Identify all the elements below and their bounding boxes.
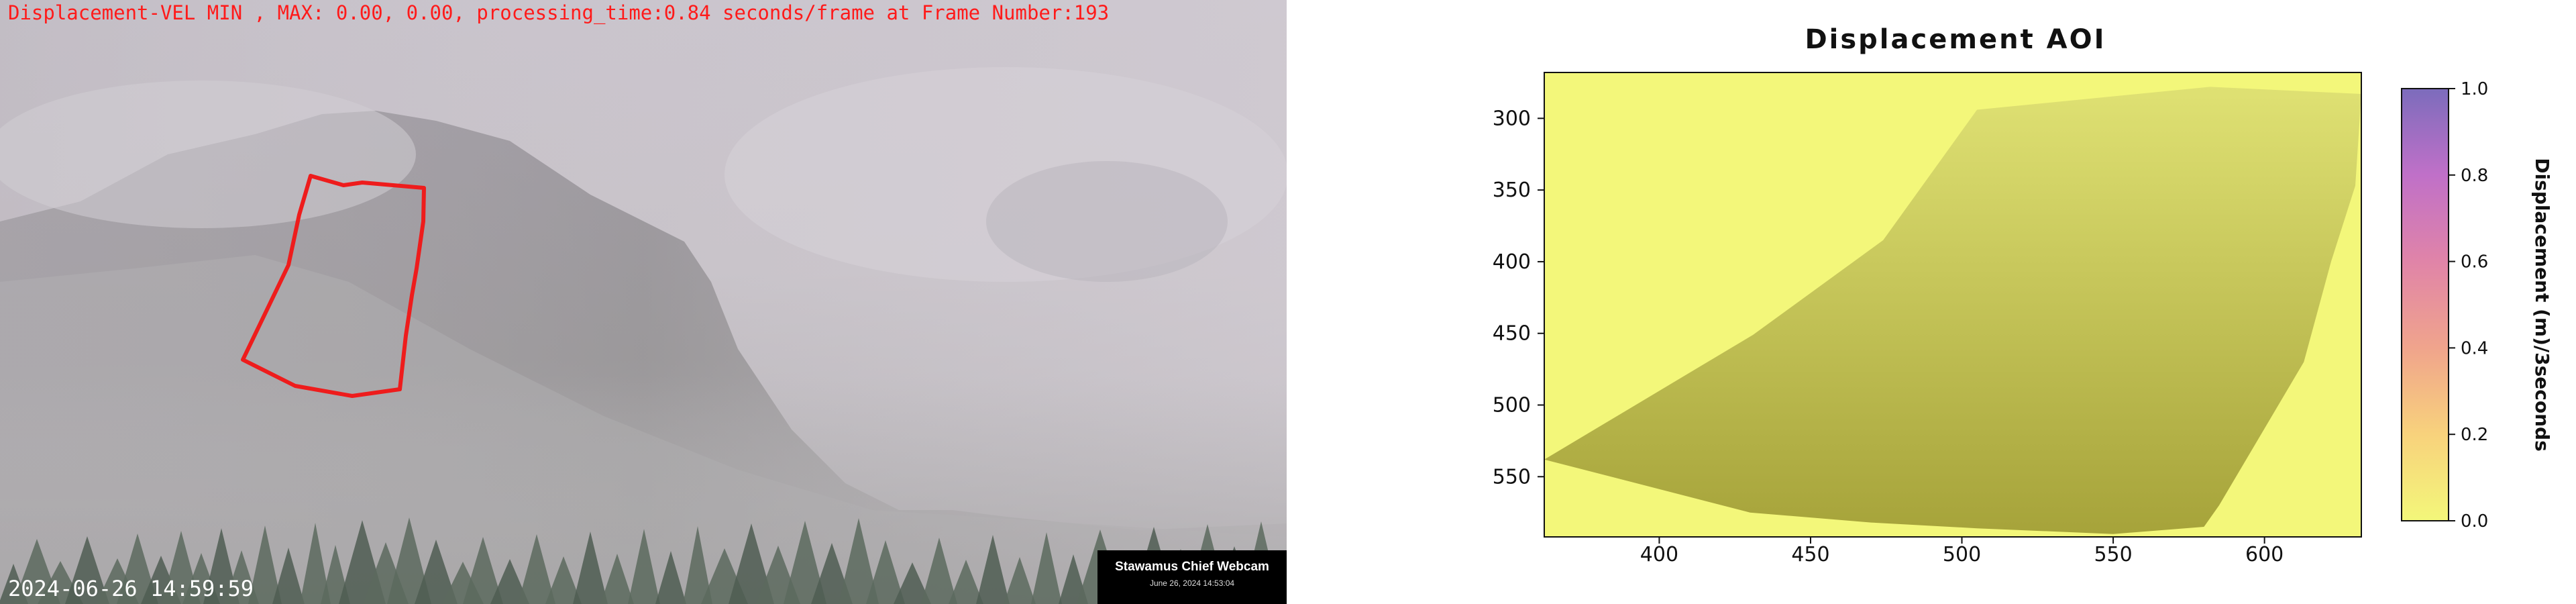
plot-frame (1544, 72, 2362, 538)
tree (1004, 557, 1036, 604)
tree (463, 537, 503, 604)
colorbar-tick-label: 0.0 (2461, 511, 2488, 532)
tree (1031, 532, 1062, 604)
chart-title: Displacement AOI (1805, 24, 2106, 55)
colorbar-tick-label: 0.2 (2461, 425, 2488, 445)
tree (683, 526, 712, 604)
colorbar-tick-label: 0.8 (2461, 166, 2488, 186)
webcam-badge-date: June 26, 2024 14:53:04 (1149, 578, 1235, 588)
tree (729, 523, 774, 604)
colorbar: 0.0 0.2 0.4 0.6 0.8 1.0 Displacement (m)/3seco… (2401, 79, 2553, 532)
tree (866, 540, 905, 604)
webcam-badge-title: Stawamus Chief Webcam (1115, 560, 1269, 574)
y-tick-label: 450 (1493, 322, 1531, 346)
tree (921, 538, 957, 604)
y-tick-label: 550 (1493, 465, 1531, 489)
tree (117, 534, 158, 604)
plot-area: 400 450 500 550 600 300 350 400 450 500 550 (1493, 72, 2362, 566)
y-tick-label: 400 (1493, 250, 1531, 274)
tree (224, 550, 259, 604)
x-tick-label: 550 (2094, 543, 2132, 566)
displacement-chart: Displacement AOI 400 450 500 550 600 300 350 40… (1409, 0, 2576, 604)
y-tick-label: 500 (1493, 394, 1531, 417)
tree (415, 540, 458, 604)
processing-status-text: Displacement-VEL MIN , MAX: 0.00, 0.00, … (8, 1, 1110, 24)
displacement-chart-svg: Displacement AOI 400 450 500 550 60030035040… (1493, 24, 2553, 566)
colorbar-label: Displacement (m)/3seconds (2531, 158, 2553, 451)
tree (573, 532, 608, 604)
aoi-outline (241, 174, 426, 398)
tree (655, 551, 686, 604)
y-tick-label: 300 (1493, 107, 1531, 130)
tree (949, 560, 983, 604)
tree (518, 534, 555, 604)
x-tick-label: 500 (1943, 543, 1981, 566)
colorbar-gradient (2401, 88, 2449, 521)
tree (976, 535, 1010, 604)
colorbar-tick-label: 0.6 (2461, 252, 2488, 272)
x-tick-label: 450 (1791, 543, 1829, 566)
colorbar-tick-label: 0.4 (2461, 338, 2488, 358)
tree (628, 529, 660, 604)
webcam-panel: Displacement-VEL MIN , MAX: 0.00, 0.00, … (0, 0, 1287, 604)
colorbar-tick-label: 1.0 (2461, 79, 2488, 99)
tree (321, 545, 350, 604)
tree (300, 523, 331, 604)
tree (248, 525, 282, 604)
webcam-timestamp: 2024-06-26 14:59:59 (8, 576, 254, 601)
y-tick-label: 350 (1493, 179, 1531, 202)
tree (272, 548, 305, 604)
tree (894, 562, 931, 604)
webcam-image (0, 0, 1287, 604)
aoi-region (1544, 87, 2361, 534)
tree (65, 536, 109, 604)
tree (600, 554, 634, 604)
tree (545, 556, 582, 604)
x-tick-label: 600 (2245, 543, 2284, 566)
tree (839, 518, 879, 604)
webcam-badge: Stawamus Chief Webcam June 26, 2024 14:5… (1097, 550, 1287, 604)
tree (490, 559, 529, 604)
tree (784, 521, 826, 604)
x-tick-label: 400 (1640, 543, 1678, 566)
tree (387, 517, 431, 604)
